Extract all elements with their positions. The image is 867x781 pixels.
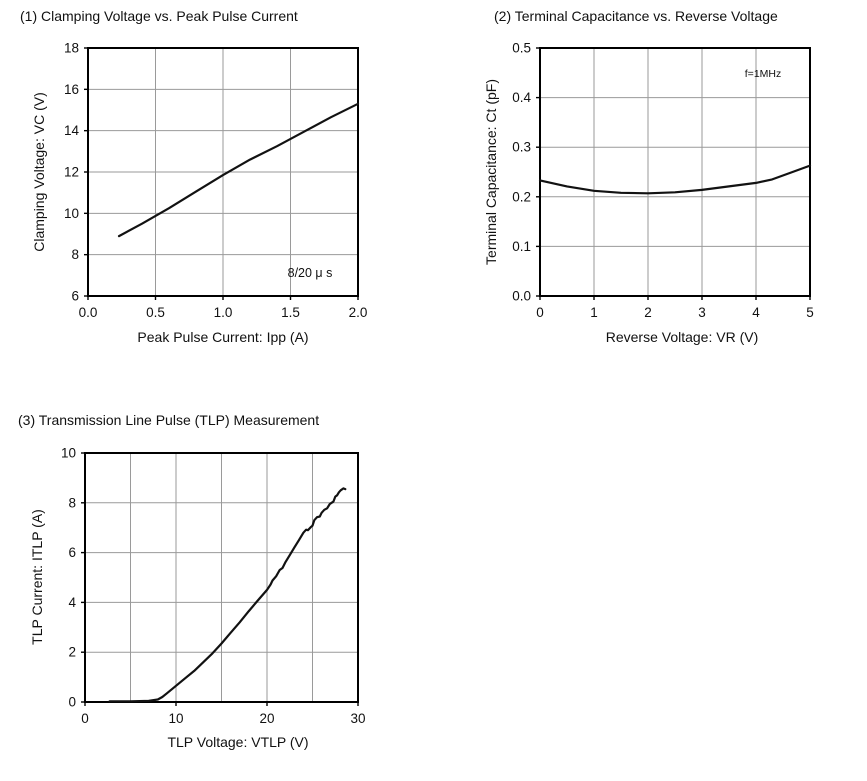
y-tick-label: 0.5 xyxy=(512,41,531,56)
y-tick-label: 4 xyxy=(68,595,76,610)
pulse-waveform-annotation: 8/20 μ s xyxy=(288,266,333,280)
y-tick-label: 10 xyxy=(61,446,76,461)
x-tick-label: 30 xyxy=(350,711,365,726)
x-tick-label: 4 xyxy=(752,305,760,320)
x-tick-label: 1 xyxy=(590,305,598,320)
y-tick-label: 12 xyxy=(64,165,79,180)
y-tick-label: 18 xyxy=(64,41,79,56)
plot-area: 0 10 20 30 0 2 4 6 8 10 xyxy=(61,446,366,727)
x-tick-label: 1.5 xyxy=(281,305,300,320)
y-tick-label: 0 xyxy=(68,695,76,710)
y-tick-label: 0.1 xyxy=(512,239,531,254)
x-axis-label: Peak Pulse Current: Ipp (A) xyxy=(137,329,308,345)
y-tick-label: 0.0 xyxy=(512,289,531,304)
plot-border xyxy=(539,47,811,297)
x-tick-label: 2 xyxy=(644,305,652,320)
x-tick-label: 20 xyxy=(259,711,274,726)
y-axis-label: Terminal Capacitance: Ct (pF) xyxy=(483,79,499,265)
tlp-measurement-chart: (3) Transmission Line Pulse (TLP) Measur… xyxy=(18,412,366,750)
x-tick-label: 0 xyxy=(81,711,89,726)
y-tick-label: 16 xyxy=(64,82,79,97)
x-tick-label: 2.0 xyxy=(349,305,368,320)
chart-title: (2) Terminal Capacitance vs. Reverse Vol… xyxy=(494,8,778,24)
y-tick-label: 0.2 xyxy=(512,189,531,204)
y-axis-label: Clamping Voltage: VC (V) xyxy=(31,92,47,252)
data-curve xyxy=(117,102,360,238)
y-tick-label: 6 xyxy=(68,545,76,560)
x-tick-label: 0 xyxy=(536,305,544,320)
data-curve xyxy=(108,487,347,703)
plot-area: 0.0 0.5 1.0 1.5 2.0 6 8 10 12 14 16 18 xyxy=(64,41,367,321)
terminal-capacitance-chart: (2) Terminal Capacitance vs. Reverse Vol… xyxy=(483,8,814,345)
x-tick-label: 1.0 xyxy=(214,305,233,320)
data-curve xyxy=(538,164,812,195)
y-tick-label: 10 xyxy=(64,206,79,221)
plot-border xyxy=(84,452,359,703)
y-tick-label: 0.3 xyxy=(512,140,531,155)
x-tick-label: 3 xyxy=(698,305,706,320)
x-tick-label: 0.0 xyxy=(79,305,98,320)
y-tick-label: 0.4 xyxy=(512,90,531,105)
y-tick-label: 2 xyxy=(68,645,76,660)
x-tick-label: 0.5 xyxy=(146,305,165,320)
y-tick-label: 8 xyxy=(71,247,79,262)
clamping-voltage-chart: (1) Clamping Voltage vs. Peak Pulse Curr… xyxy=(20,8,367,345)
x-tick-label: 5 xyxy=(806,305,814,320)
figure-clamping-voltage-chart: (1) Clamping Voltage vs. Peak Pulse Curr… xyxy=(0,0,435,375)
chart-title: (1) Clamping Voltage vs. Peak Pulse Curr… xyxy=(20,8,298,24)
frequency-annotation: f=1MHz xyxy=(745,68,781,80)
x-axis-label: TLP Voltage: VTLP (V) xyxy=(167,734,308,750)
x-axis-label: Reverse Voltage: VR (V) xyxy=(606,329,759,345)
y-tick-label: 14 xyxy=(64,123,80,138)
y-tick-label: 8 xyxy=(68,495,76,510)
x-tick-label: 10 xyxy=(168,711,183,726)
chart-title: (3) Transmission Line Pulse (TLP) Measur… xyxy=(18,412,319,428)
figure-tlp-measurement-chart: (3) Transmission Line Pulse (TLP) Measur… xyxy=(0,398,435,773)
y-axis-label: TLP Current: ITLP (A) xyxy=(29,509,45,645)
y-tick-label: 6 xyxy=(71,289,79,304)
plot-area: 0 1 2 3 4 5 0.0 0.1 0.2 0.3 0.4 0.5 xyxy=(512,41,814,321)
figure-terminal-capacitance-chart: (2) Terminal Capacitance vs. Reverse Vol… xyxy=(432,0,867,375)
